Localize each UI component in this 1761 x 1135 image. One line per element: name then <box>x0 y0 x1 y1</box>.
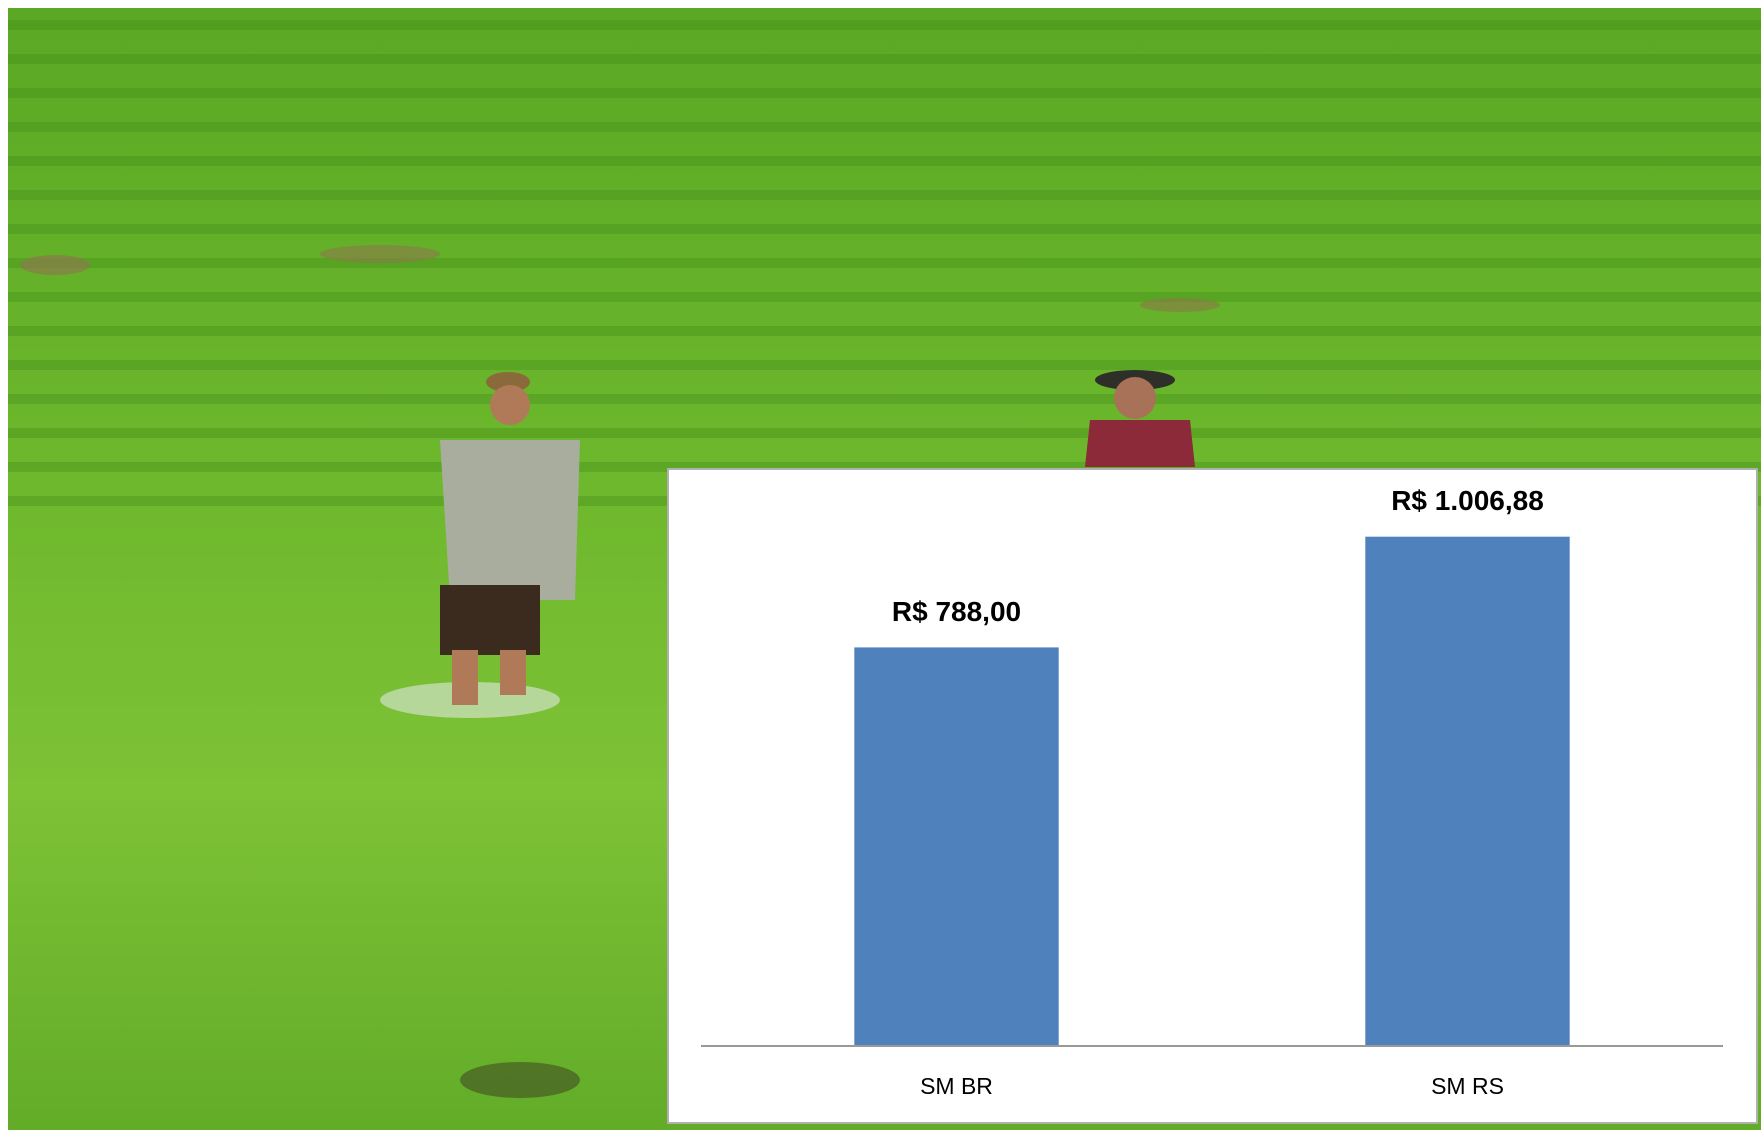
chart-area <box>667 468 1758 1124</box>
bar <box>854 647 1059 1046</box>
x-tick-label: SM BR <box>920 1073 993 1099</box>
worker-left <box>440 372 580 705</box>
x-tick-label: SM RS <box>1431 1073 1504 1099</box>
value-label: R$ 788,00 <box>892 596 1021 627</box>
value-label: R$ 1.006,88 <box>1391 485 1544 516</box>
worker-right <box>1085 370 1195 467</box>
chart-panel <box>667 468 1758 1124</box>
bar <box>1365 536 1570 1046</box>
